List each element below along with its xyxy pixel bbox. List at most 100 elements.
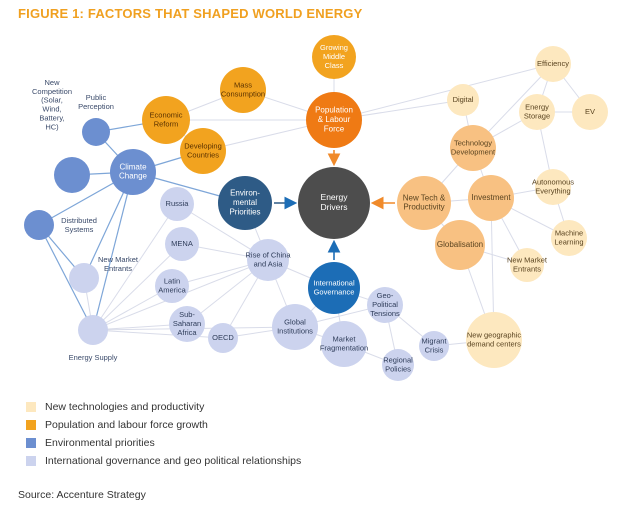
node-circle-growing-middle-class — [312, 35, 356, 79]
node-label-public-perception: Public Perception — [78, 93, 114, 111]
legend-label-population: Population and labour force growth — [45, 419, 208, 431]
node-label-energy-supply: Energy Supply — [69, 353, 118, 362]
legend-item-governance: International governance and geo politic… — [26, 452, 301, 470]
legend-item-environment: Environmental priorities — [26, 434, 301, 452]
node-label-globalisation: Globalisation — [437, 240, 483, 249]
node-new-market-entrants-right: New Market Entrants — [507, 248, 548, 282]
edge-energy-supply-mena — [92, 243, 183, 331]
node-label-international-governance: International Governance — [313, 279, 355, 297]
node-climate-change: Climate Change — [110, 149, 156, 195]
arrows-layer — [274, 150, 395, 260]
node-label-energy-drivers: Energy Drivers — [321, 192, 349, 212]
node-rise-of-china: Rise of China and Asia — [245, 239, 291, 281]
node-label-new-tech-productivity: New Tech & Productivity — [403, 193, 446, 211]
node-label-digital: Digital — [453, 95, 474, 104]
node-globalisation: Globalisation — [435, 220, 485, 270]
node-circle-geo-political-tensions — [367, 287, 403, 323]
node-label-russia: Russia — [166, 199, 190, 208]
node-circle-population — [306, 92, 362, 148]
node-label-regional-policies: Regional Policies — [383, 356, 413, 374]
node-circle-international-governance — [308, 262, 360, 314]
legend-swatch-governance — [26, 456, 36, 466]
legend-item-population: Population and labour force growth — [26, 416, 301, 434]
node-efficiency: Efficiency — [535, 46, 571, 82]
node-label-mass-consumption: Mass Consumption — [221, 81, 265, 99]
node-energy-drivers: Energy Drivers — [298, 167, 370, 239]
node-label-developing-countries: Developing Countries — [184, 142, 222, 160]
node-label-climate-change: Climate Change — [119, 162, 148, 180]
node-oecd: OECD — [208, 323, 238, 353]
node-circle-regional-policies — [382, 349, 414, 381]
node-circle-globalisation — [435, 220, 485, 270]
node-circle-developing-countries — [180, 128, 226, 174]
node-circle-environmental-priorities — [218, 176, 272, 230]
node-circle-economic-reform — [142, 96, 190, 144]
legend-swatch-tech — [26, 402, 36, 412]
node-global-institutions: Global Institutions — [272, 304, 318, 350]
source-note: Source: Accenture Strategy — [18, 489, 146, 501]
node-label-economic-reform: Economic Reform — [150, 111, 183, 129]
node-distributed-systems: Distributed Systems — [24, 210, 97, 240]
node-circle-oecd — [208, 323, 238, 353]
edge-climate-change-energy-supply — [92, 171, 134, 331]
node-label-migrant-crisis: Migrant Crisis — [421, 337, 447, 355]
legend-label-governance: International governance and geo politic… — [45, 455, 302, 467]
legend-label-tech: New technologies and productivity — [45, 401, 205, 413]
node-label-growing-middle-class: Growing Middle Class — [320, 43, 348, 70]
node-circle-latin-america — [155, 269, 189, 303]
node-label-efficiency: Efficiency — [537, 59, 569, 68]
legend: New technologies and productivity Popula… — [26, 398, 301, 470]
node-investment: Investment — [468, 175, 514, 221]
node-technology-development: Technology Development — [450, 125, 496, 171]
figure-title: FIGURE 1: FACTORS THAT SHAPED WORLD ENER… — [18, 6, 363, 21]
node-international-governance: International Governance — [308, 262, 360, 314]
node-label-rise-of-china: Rise of China and Asia — [245, 251, 291, 269]
node-digital: Digital — [447, 84, 479, 116]
node-mass-consumption: Mass Consumption — [220, 67, 266, 113]
node-ev: EV — [572, 94, 608, 130]
node-label-distributed-systems: Distributed Systems — [61, 216, 97, 234]
node-circle-global-institutions — [272, 304, 318, 350]
node-label-environmental-priorities: Environ-mental Priorities — [229, 189, 260, 217]
node-sub-saharan-africa: Sub-Saharan Africa — [169, 306, 205, 342]
node-label-population: Population & Labour Force — [315, 106, 353, 134]
node-new-market-entrants-left: New Market Entrants — [69, 255, 139, 293]
node-new-geographic-demand: New geographic demand centers — [466, 312, 522, 368]
node-circle-new-market-entrants-right — [510, 248, 544, 282]
node-russia: Russia — [160, 187, 194, 221]
node-label-geo-political-tensions: Geo-Political Tensions — [370, 291, 400, 318]
node-circle-new-tech-productivity — [397, 176, 451, 230]
node-label-global-institutions: Global Institutions — [277, 318, 313, 336]
node-migrant-crisis: Migrant Crisis — [419, 331, 449, 361]
legend-swatch-environment — [26, 438, 36, 448]
node-energy-storage: Energy Storage — [519, 94, 555, 130]
node-circle-rise-of-china — [247, 239, 289, 281]
node-label-energy-storage: Energy Storage — [524, 103, 550, 121]
node-machine-learning: Machine Learning — [551, 220, 587, 256]
node-circle-machine-learning — [551, 220, 587, 256]
node-circle-autonomous-everything — [535, 169, 571, 205]
edge-distributed-systems-energy-supply — [38, 224, 94, 331]
node-developing-countries: Developing Countries — [180, 128, 226, 174]
node-circle-new-market-entrants-left — [69, 263, 99, 293]
node-label-sub-saharan-africa: Sub-Saharan Africa — [173, 310, 201, 337]
edge-population-efficiency — [333, 63, 554, 121]
node-energy-supply: Energy Supply — [69, 315, 118, 362]
node-label-new-market-entrants-right: New Market Entrants — [507, 256, 548, 274]
factor-network-diagram: Energy Drivers Population & Labour Force Grow… — [24, 35, 608, 381]
node-new-competition: New Competition (Solar, Wind, Battery, HC) — [32, 78, 90, 193]
node-label-ev: EV — [585, 107, 595, 116]
node-circle-russia — [160, 187, 194, 221]
node-circle-mass-consumption — [220, 67, 266, 113]
node-population: Population & Labour Force — [306, 92, 362, 148]
node-circle-sub-saharan-africa — [169, 306, 205, 342]
node-latin-america: Latin America — [155, 269, 189, 303]
node-circle-energy-supply — [78, 315, 108, 345]
node-circle-energy-storage — [519, 94, 555, 130]
legend-label-environment: Environmental priorities — [45, 437, 155, 449]
node-economic-reform: Economic Reform — [142, 96, 190, 144]
node-market-fragmentation: Market Fragmentation — [320, 321, 368, 367]
node-circle-ev — [572, 94, 608, 130]
node-geo-political-tensions: Geo-Political Tensions — [367, 287, 403, 323]
node-label-machine-learning: Machine Learning — [554, 229, 583, 247]
